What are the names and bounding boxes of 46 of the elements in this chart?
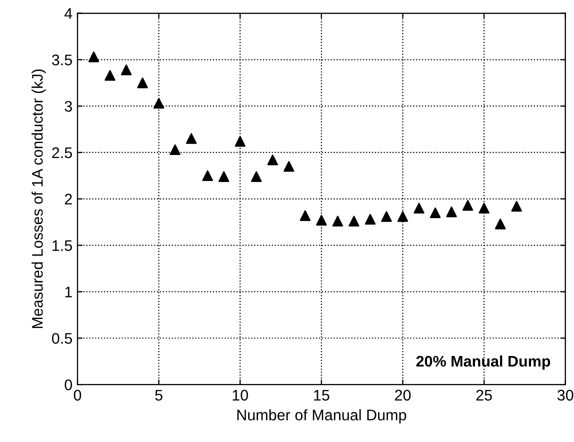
point [430, 207, 441, 218]
point [104, 70, 116, 81]
point [218, 171, 230, 182]
x-tick-label: 15 [314, 390, 330, 401]
point [332, 216, 344, 227]
point [251, 171, 262, 182]
point [316, 214, 327, 226]
point [462, 200, 474, 211]
point [446, 206, 457, 218]
point [120, 64, 132, 76]
point [234, 136, 246, 147]
point [170, 144, 180, 156]
point [511, 200, 522, 212]
point [137, 78, 148, 88]
point [414, 202, 424, 214]
point [153, 98, 164, 109]
y-tick-label: 4 [64, 8, 72, 19]
point [348, 216, 360, 227]
y-tick-label: 2 [64, 194, 72, 204]
y-tick-label: 3 [64, 100, 72, 112]
point [381, 211, 392, 222]
x-tick-label: 25 [476, 390, 492, 401]
y-tick-label: 2.5 [52, 147, 72, 158]
y-tick-label: 1.5 [52, 240, 72, 251]
point [300, 210, 311, 221]
y-axis-title: Measured Losses of 1A conductor (kJ) [32, 69, 46, 328]
point [364, 214, 376, 225]
annotation: 20% Manual Dump [416, 355, 550, 370]
point [284, 161, 294, 172]
point [494, 218, 506, 230]
point [267, 154, 278, 166]
x-tick-label: 0 [74, 390, 82, 401]
point [186, 133, 197, 144]
y-tick-label: 0 [64, 379, 72, 390]
point [478, 202, 490, 214]
x-axis-title: Number of Manual Dump [237, 409, 406, 424]
y-tick-label: 0.5 [52, 333, 72, 344]
point [202, 170, 213, 182]
point [397, 211, 408, 222]
x-tick-label: 10 [232, 390, 248, 401]
y-tick-label: 3.5 [52, 54, 72, 66]
y-tick-label: 1 [65, 286, 72, 298]
x-tick-label: 30 [557, 390, 574, 401]
x-tick-label: 5 [155, 390, 162, 401]
point [88, 52, 100, 62]
x-tick-label: 20 [395, 390, 411, 401]
